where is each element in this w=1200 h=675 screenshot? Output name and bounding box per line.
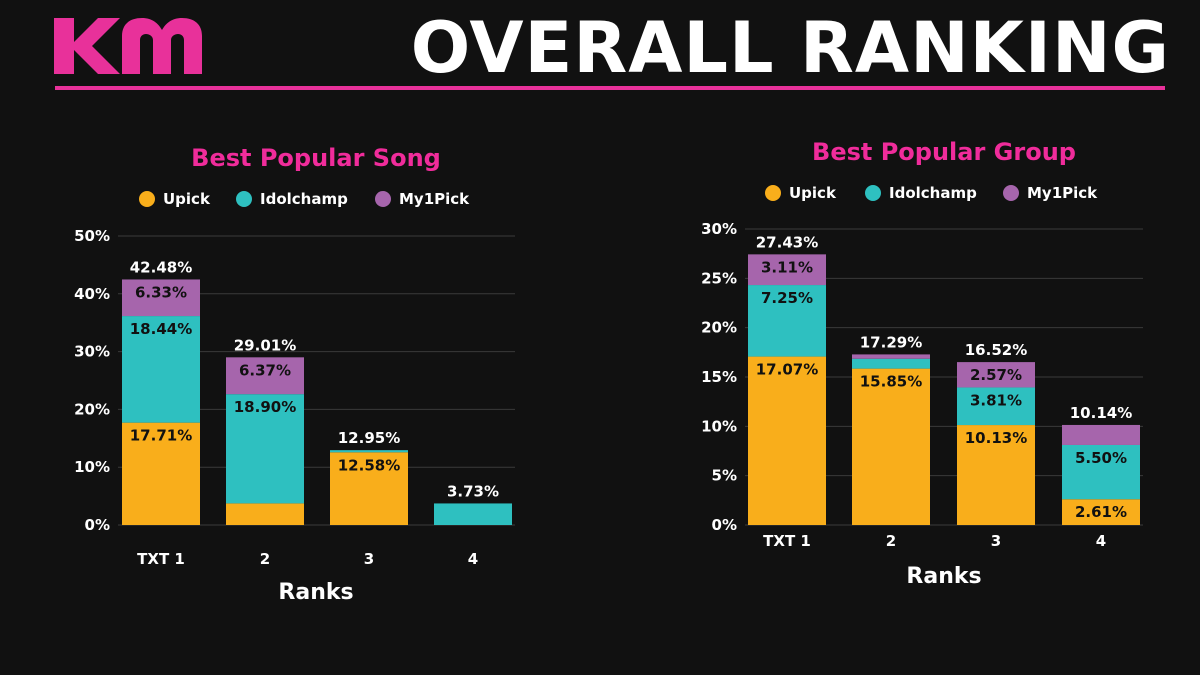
segment-label: 3.11%	[761, 258, 813, 276]
x-tick-label: TXT 1	[137, 550, 185, 568]
bar-my1pick-3	[957, 362, 1035, 388]
bar-idolchamp-3	[330, 450, 408, 453]
x-axis-label: Ranks	[278, 580, 353, 605]
bar-idolchamp-2	[226, 394, 304, 504]
segment-label: 15.85%	[860, 373, 922, 391]
bar-upick-3	[330, 452, 408, 525]
y-tick-label: 30%	[74, 343, 110, 361]
x-tick-label: 2	[886, 532, 896, 550]
bar-upick-3	[957, 425, 1035, 525]
legend-swatch-idolchamp	[236, 191, 252, 207]
bar-idolchamp-3	[957, 387, 1035, 426]
bar-upick-2	[852, 368, 930, 525]
segment-label: 2.57%	[970, 366, 1022, 384]
title-underline	[55, 86, 1165, 90]
y-tick-label: 0%	[85, 516, 110, 534]
km-logo	[54, 18, 202, 74]
y-tick-label: 20%	[701, 319, 737, 337]
total-label: 16.52%	[965, 341, 1027, 359]
segment-label: 3.81%	[970, 391, 1022, 409]
legend-swatch-idolchamp	[865, 185, 881, 201]
legend-label-upick: Upick	[163, 190, 211, 208]
x-tick-label: 3	[991, 532, 1001, 550]
bar-my1pick-1	[122, 279, 200, 317]
bar-idolchamp-1	[122, 316, 200, 423]
bar-upick-2	[226, 503, 304, 525]
total-label: 17.29%	[860, 333, 922, 351]
bar-upick-1	[122, 422, 200, 525]
legend-label-my1pick: My1Pick	[1027, 184, 1098, 202]
bar-idolchamp-4	[434, 503, 512, 525]
x-tick-label: 3	[364, 550, 374, 568]
segment-label: 6.37%	[239, 361, 291, 379]
y-tick-label: 40%	[74, 285, 110, 303]
segment-label: 2.61%	[1075, 503, 1127, 521]
chart-1: Best Popular Song Upick Idolchamp My1Pick 0%…	[74, 144, 515, 605]
y-tick-label: 25%	[701, 269, 737, 287]
total-label: 42.48%	[130, 258, 192, 276]
bar-my1pick-4	[1062, 424, 1140, 445]
segment-label: 5.50%	[1075, 449, 1127, 467]
segment-label: 6.33%	[135, 283, 187, 301]
segment-label: 18.44%	[130, 320, 192, 338]
page-title: OVERALL RANKING	[410, 7, 1170, 89]
chart-2: Best Popular Group Upick Idolchamp My1Pick 0…	[701, 138, 1143, 589]
legend-label-upick: Upick	[789, 184, 837, 202]
bar-upick-1	[748, 356, 826, 525]
legend-label-idolchamp: Idolchamp	[889, 184, 977, 202]
bar-my1pick-2	[852, 354, 930, 359]
y-tick-label: 5%	[712, 467, 737, 485]
total-label: 27.43%	[756, 233, 818, 251]
bar-idolchamp-4	[1062, 444, 1140, 500]
segment-label: 7.25%	[761, 289, 813, 307]
x-tick-label: 2	[260, 550, 270, 568]
total-label: 12.95%	[338, 429, 400, 447]
segment-label: 17.71%	[130, 427, 192, 445]
y-tick-label: 50%	[74, 227, 110, 245]
x-tick-label: TXT 1	[763, 532, 811, 550]
y-tick-label: 30%	[701, 220, 737, 238]
legend-swatch-my1pick	[375, 191, 391, 207]
x-axis-label: Ranks	[906, 564, 981, 589]
bar-upick-4	[1062, 499, 1140, 525]
y-tick-label: 10%	[701, 417, 737, 435]
x-tick-label: 4	[1096, 532, 1106, 550]
legend-swatch-upick	[765, 185, 781, 201]
segment-label: 12.58%	[338, 456, 400, 474]
chart-title: Best Popular Song	[191, 144, 441, 172]
segment-label: 18.90%	[234, 398, 296, 416]
bar-idolchamp-2	[852, 358, 930, 369]
segment-label: 17.07%	[756, 361, 818, 379]
legend-swatch-my1pick	[1003, 185, 1019, 201]
total-label: 10.14%	[1070, 404, 1132, 422]
legend-label-idolchamp: Idolchamp	[260, 190, 348, 208]
x-tick-label: 4	[468, 550, 478, 568]
bar-my1pick-2	[226, 357, 304, 395]
total-label: 29.01%	[234, 336, 296, 354]
chart-title: Best Popular Group	[812, 138, 1076, 166]
y-tick-label: 0%	[712, 516, 737, 534]
legend-label-my1pick: My1Pick	[399, 190, 470, 208]
y-tick-label: 10%	[74, 458, 110, 476]
y-tick-label: 20%	[74, 400, 110, 418]
bar-idolchamp-1	[748, 285, 826, 357]
total-label: 3.73%	[447, 482, 499, 500]
legend-swatch-upick	[139, 191, 155, 207]
segment-label: 10.13%	[965, 429, 1027, 447]
y-tick-label: 15%	[701, 368, 737, 386]
bar-my1pick-1	[748, 254, 826, 286]
